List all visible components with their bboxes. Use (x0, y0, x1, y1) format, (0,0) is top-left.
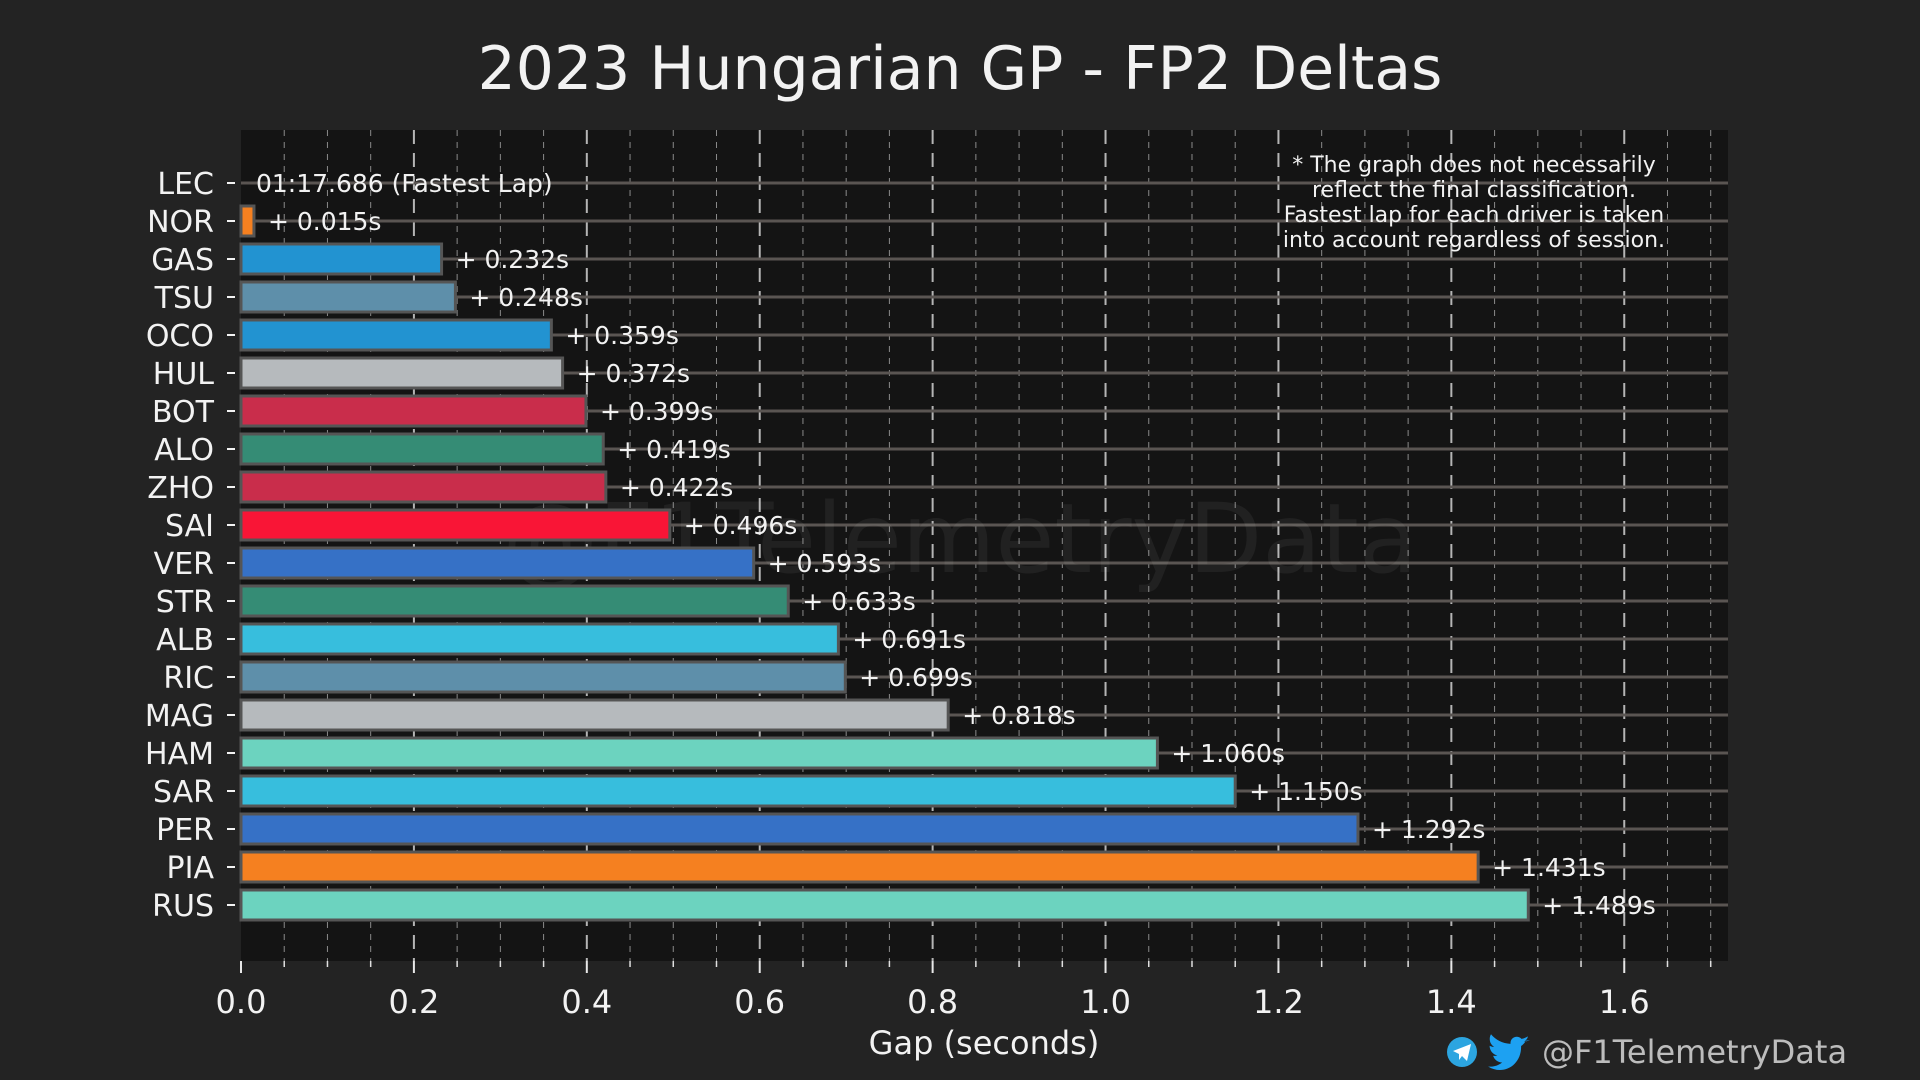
y-label-alb: ALB (156, 623, 214, 658)
y-label-gas: GAS (151, 243, 214, 278)
twitter-icon[interactable] (1488, 1034, 1530, 1071)
y-label-per: PER (156, 813, 214, 848)
x-tick-label: 1.6 (1599, 983, 1650, 1021)
x-tick-label: 0.4 (561, 983, 612, 1021)
value-label-ver: + 0.593s (768, 549, 882, 578)
value-label-oco: + 0.359s (565, 321, 679, 350)
value-label-rus: + 1.489s (1542, 891, 1656, 920)
chart-title: 2023 Hungarian GP - FP2 Deltas (478, 34, 1443, 104)
bar-pia (239, 850, 1480, 884)
y-label-bot: BOT (152, 395, 215, 430)
x-tick-label: 1.2 (1253, 983, 1304, 1021)
value-label-lec: 01:17.686 (Fastest Lap) (256, 169, 553, 198)
y-label-oco: OCO (146, 319, 214, 354)
x-tick-label: 0.8 (907, 983, 958, 1021)
y-label-mag: MAG (145, 699, 214, 734)
y-label-alo: ALO (154, 433, 214, 468)
y-label-ver: VER (154, 547, 214, 582)
value-label-sar: + 1.150s (1249, 777, 1363, 806)
telegram-icon[interactable] (1447, 1037, 1477, 1067)
value-label-str: + 0.633s (802, 587, 916, 616)
bar-ric (239, 660, 847, 694)
value-label-zho: + 0.422s (620, 473, 734, 502)
x-tick-label: 0.2 (388, 983, 439, 1021)
value-label-alo: + 0.419s (617, 435, 731, 464)
bar-mag (239, 698, 950, 732)
y-axis-labels: LECNORGASTSUOCOHULBOTALOZHOSAIVERSTRALBR… (145, 167, 235, 924)
note-line: into account regardless of session. (1283, 228, 1665, 253)
bar-alb (239, 622, 840, 656)
footer: @F1TelemetryData (1447, 1033, 1847, 1071)
value-label-ham: + 1.060s (1171, 739, 1285, 768)
y-label-sar: SAR (153, 775, 214, 810)
value-label-ric: + 0.699s (859, 663, 973, 692)
value-label-gas: + 0.232s (456, 245, 570, 274)
value-label-hul: + 0.372s (577, 359, 691, 388)
bar-bot (239, 394, 588, 428)
bar-zho (239, 470, 608, 504)
value-labels: 01:17.686 (Fastest Lap) + 0.015s + 0.232s +… (256, 169, 1656, 920)
bar-per (239, 812, 1360, 846)
disclaimer-note: * The graph does not necessarily reflect… (1283, 153, 1665, 253)
note-line: reflect the final classification. (1312, 178, 1636, 203)
value-label-nor: + 0.015s (268, 207, 382, 236)
bar-gas (239, 242, 444, 276)
y-label-ric: RIC (163, 661, 214, 696)
value-label-tsu: + 0.248s (469, 283, 583, 312)
y-label-rus: RUS (152, 889, 214, 924)
bar-rus (239, 888, 1530, 922)
x-tick-label: 1.4 (1426, 983, 1477, 1021)
bar-ham (239, 736, 1159, 770)
value-label-mag: + 0.818s (962, 701, 1075, 730)
x-tick-label: 0.0 (216, 983, 267, 1021)
value-label-bot: + 0.399s (600, 397, 714, 426)
y-label-lec: LEC (157, 167, 214, 202)
x-tick-label: 0.6 (734, 983, 785, 1021)
bar-str (239, 584, 790, 618)
y-label-pia: PIA (167, 851, 215, 886)
y-label-hul: HUL (153, 357, 215, 392)
social-handle[interactable]: @F1TelemetryData (1542, 1033, 1847, 1071)
value-label-alb: + 0.691s (852, 625, 966, 654)
y-label-zho: ZHO (147, 471, 214, 506)
y-label-str: STR (156, 585, 214, 620)
y-label-tsu: TSU (154, 281, 214, 316)
bars (239, 204, 1530, 922)
bar-tsu (239, 280, 457, 314)
value-label-per: + 1.292s (1372, 815, 1486, 844)
value-label-pia: + 1.431s (1492, 853, 1606, 882)
bar-hul (239, 356, 565, 390)
bar-nor (239, 204, 256, 238)
bar-sar (239, 774, 1237, 808)
x-axis-ticks: 0.0 0.2 0.4 0.6 0.8 1.0 1.2 1.4 1.6 (216, 961, 1712, 1021)
bar-oco (239, 318, 553, 352)
note-line: * The graph does not necessarily (1292, 153, 1656, 178)
bar-ver (239, 546, 756, 580)
x-axis-label: Gap (seconds) (869, 1024, 1100, 1062)
y-label-sai: SAI (165, 509, 214, 544)
bar-alo (239, 432, 605, 466)
bar-sai (239, 508, 672, 542)
value-label-sai: + 0.496s (684, 511, 798, 540)
y-label-ham: HAM (145, 737, 214, 772)
x-tick-label: 1.0 (1080, 983, 1131, 1021)
y-label-nor: NOR (147, 205, 214, 240)
note-line: Fastest lap for each driver is taken (1284, 203, 1665, 228)
